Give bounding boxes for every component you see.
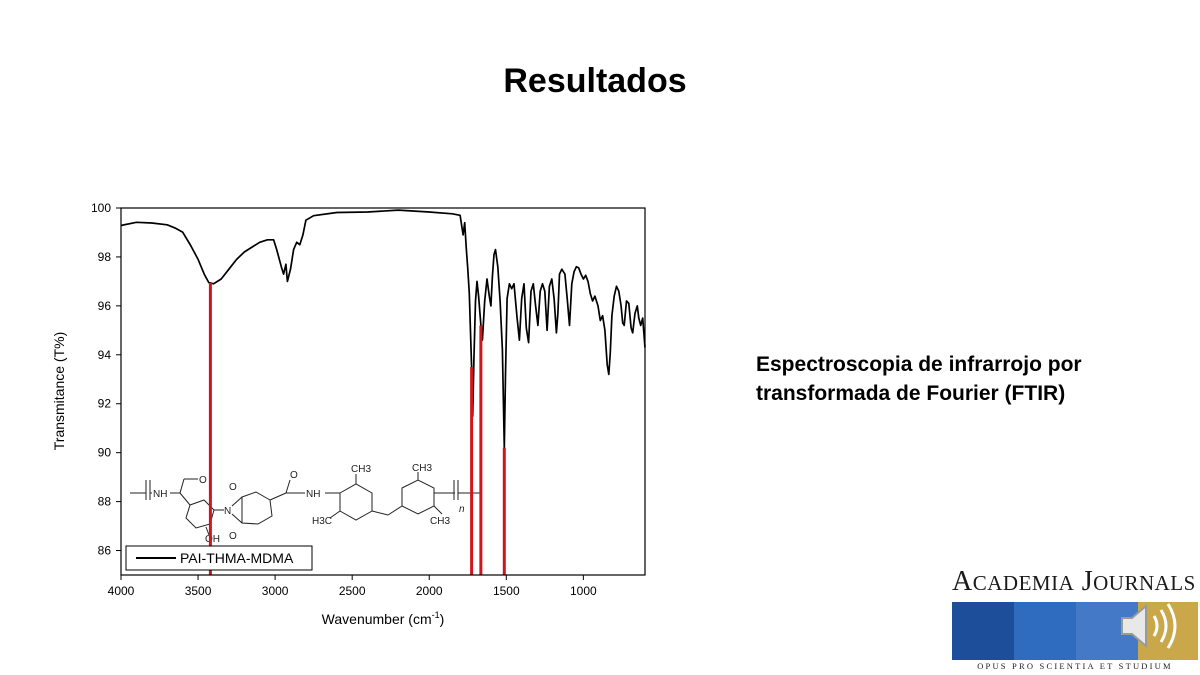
y-tick-label: 88 bbox=[98, 495, 112, 509]
subtitle-line-1: Espectroscopia de infrarrojo por bbox=[756, 353, 1082, 376]
x-axis-label: Wavenumber (cm-1) bbox=[322, 610, 445, 627]
legend-label: PAI-THMA-MDMA bbox=[180, 550, 294, 566]
x-tick-label: 1000 bbox=[570, 584, 597, 598]
svg-text:CH3: CH3 bbox=[351, 464, 371, 475]
section-subtitle: Espectroscopia de infrarrojo por transfo… bbox=[756, 350, 1082, 408]
y-tick-label: 98 bbox=[98, 250, 112, 264]
x-tick-label: 2000 bbox=[416, 584, 443, 598]
subtitle-line-2: transformada de Fourier (FTIR) bbox=[756, 382, 1066, 405]
logo-motto: OPUS PRO SCIENTIA ET STUDIUM bbox=[977, 661, 1173, 671]
y-tick-label: 96 bbox=[98, 299, 112, 313]
marker-layer bbox=[208, 283, 506, 575]
y-tick-label: 86 bbox=[98, 544, 112, 558]
legend: PAI-THMA-MDMA bbox=[125, 545, 313, 571]
svg-text:O: O bbox=[290, 470, 298, 481]
y-tick-label: 94 bbox=[98, 348, 112, 362]
spectrum-line bbox=[120, 209, 646, 449]
plot-frame bbox=[120, 207, 646, 576]
svg-text:NH: NH bbox=[306, 489, 320, 500]
slide-title: Resultados bbox=[503, 62, 687, 100]
x-tick-label: 4000 bbox=[108, 584, 135, 598]
svg-text:NH: NH bbox=[153, 489, 167, 500]
tick-layer: 4000 3500 3000 2500 2000 1500 1000 86 88 90 92 94 96… bbox=[91, 201, 597, 598]
x-tick-label: 3500 bbox=[185, 584, 212, 598]
x-tick-label: 2500 bbox=[339, 584, 366, 598]
svg-text:O: O bbox=[229, 482, 237, 493]
logo-band-block bbox=[1138, 602, 1198, 660]
ftir-chart: 4000 3500 3000 2500 2000 1500 1000 86 88 90 92 94 96… bbox=[51, 201, 646, 627]
y-axis-label: Transmitance (T%) bbox=[51, 332, 67, 451]
svg-text:n: n bbox=[459, 504, 465, 515]
logo-band-block bbox=[1014, 602, 1076, 660]
svg-text:N: N bbox=[224, 506, 231, 517]
svg-text:OH: OH bbox=[205, 534, 220, 545]
logo-band-block bbox=[952, 602, 1014, 660]
academia-journals-logo: ACADEMIA JOURNALS OPUS PRO SCIENTIA ET S… bbox=[952, 566, 1198, 673]
svg-text:O: O bbox=[229, 531, 237, 542]
y-tick-label: 92 bbox=[98, 397, 112, 411]
svg-text:CH3: CH3 bbox=[430, 516, 450, 527]
x-tick-label: 3000 bbox=[262, 584, 289, 598]
svg-text:O: O bbox=[199, 475, 207, 486]
logo-wordmark: ACADEMIA JOURNALS bbox=[952, 566, 1196, 597]
chemical-structure: NH O OH N O O O NH CH3 H3C CH3 CH3 bbox=[130, 463, 482, 545]
x-tick-label: 1500 bbox=[493, 584, 520, 598]
y-tick-label: 90 bbox=[98, 446, 112, 460]
svg-text:CH3: CH3 bbox=[412, 463, 432, 474]
speaker-icon[interactable] bbox=[1118, 600, 1180, 652]
y-tick-label: 100 bbox=[91, 201, 111, 215]
svg-text:H3C: H3C bbox=[312, 516, 332, 527]
